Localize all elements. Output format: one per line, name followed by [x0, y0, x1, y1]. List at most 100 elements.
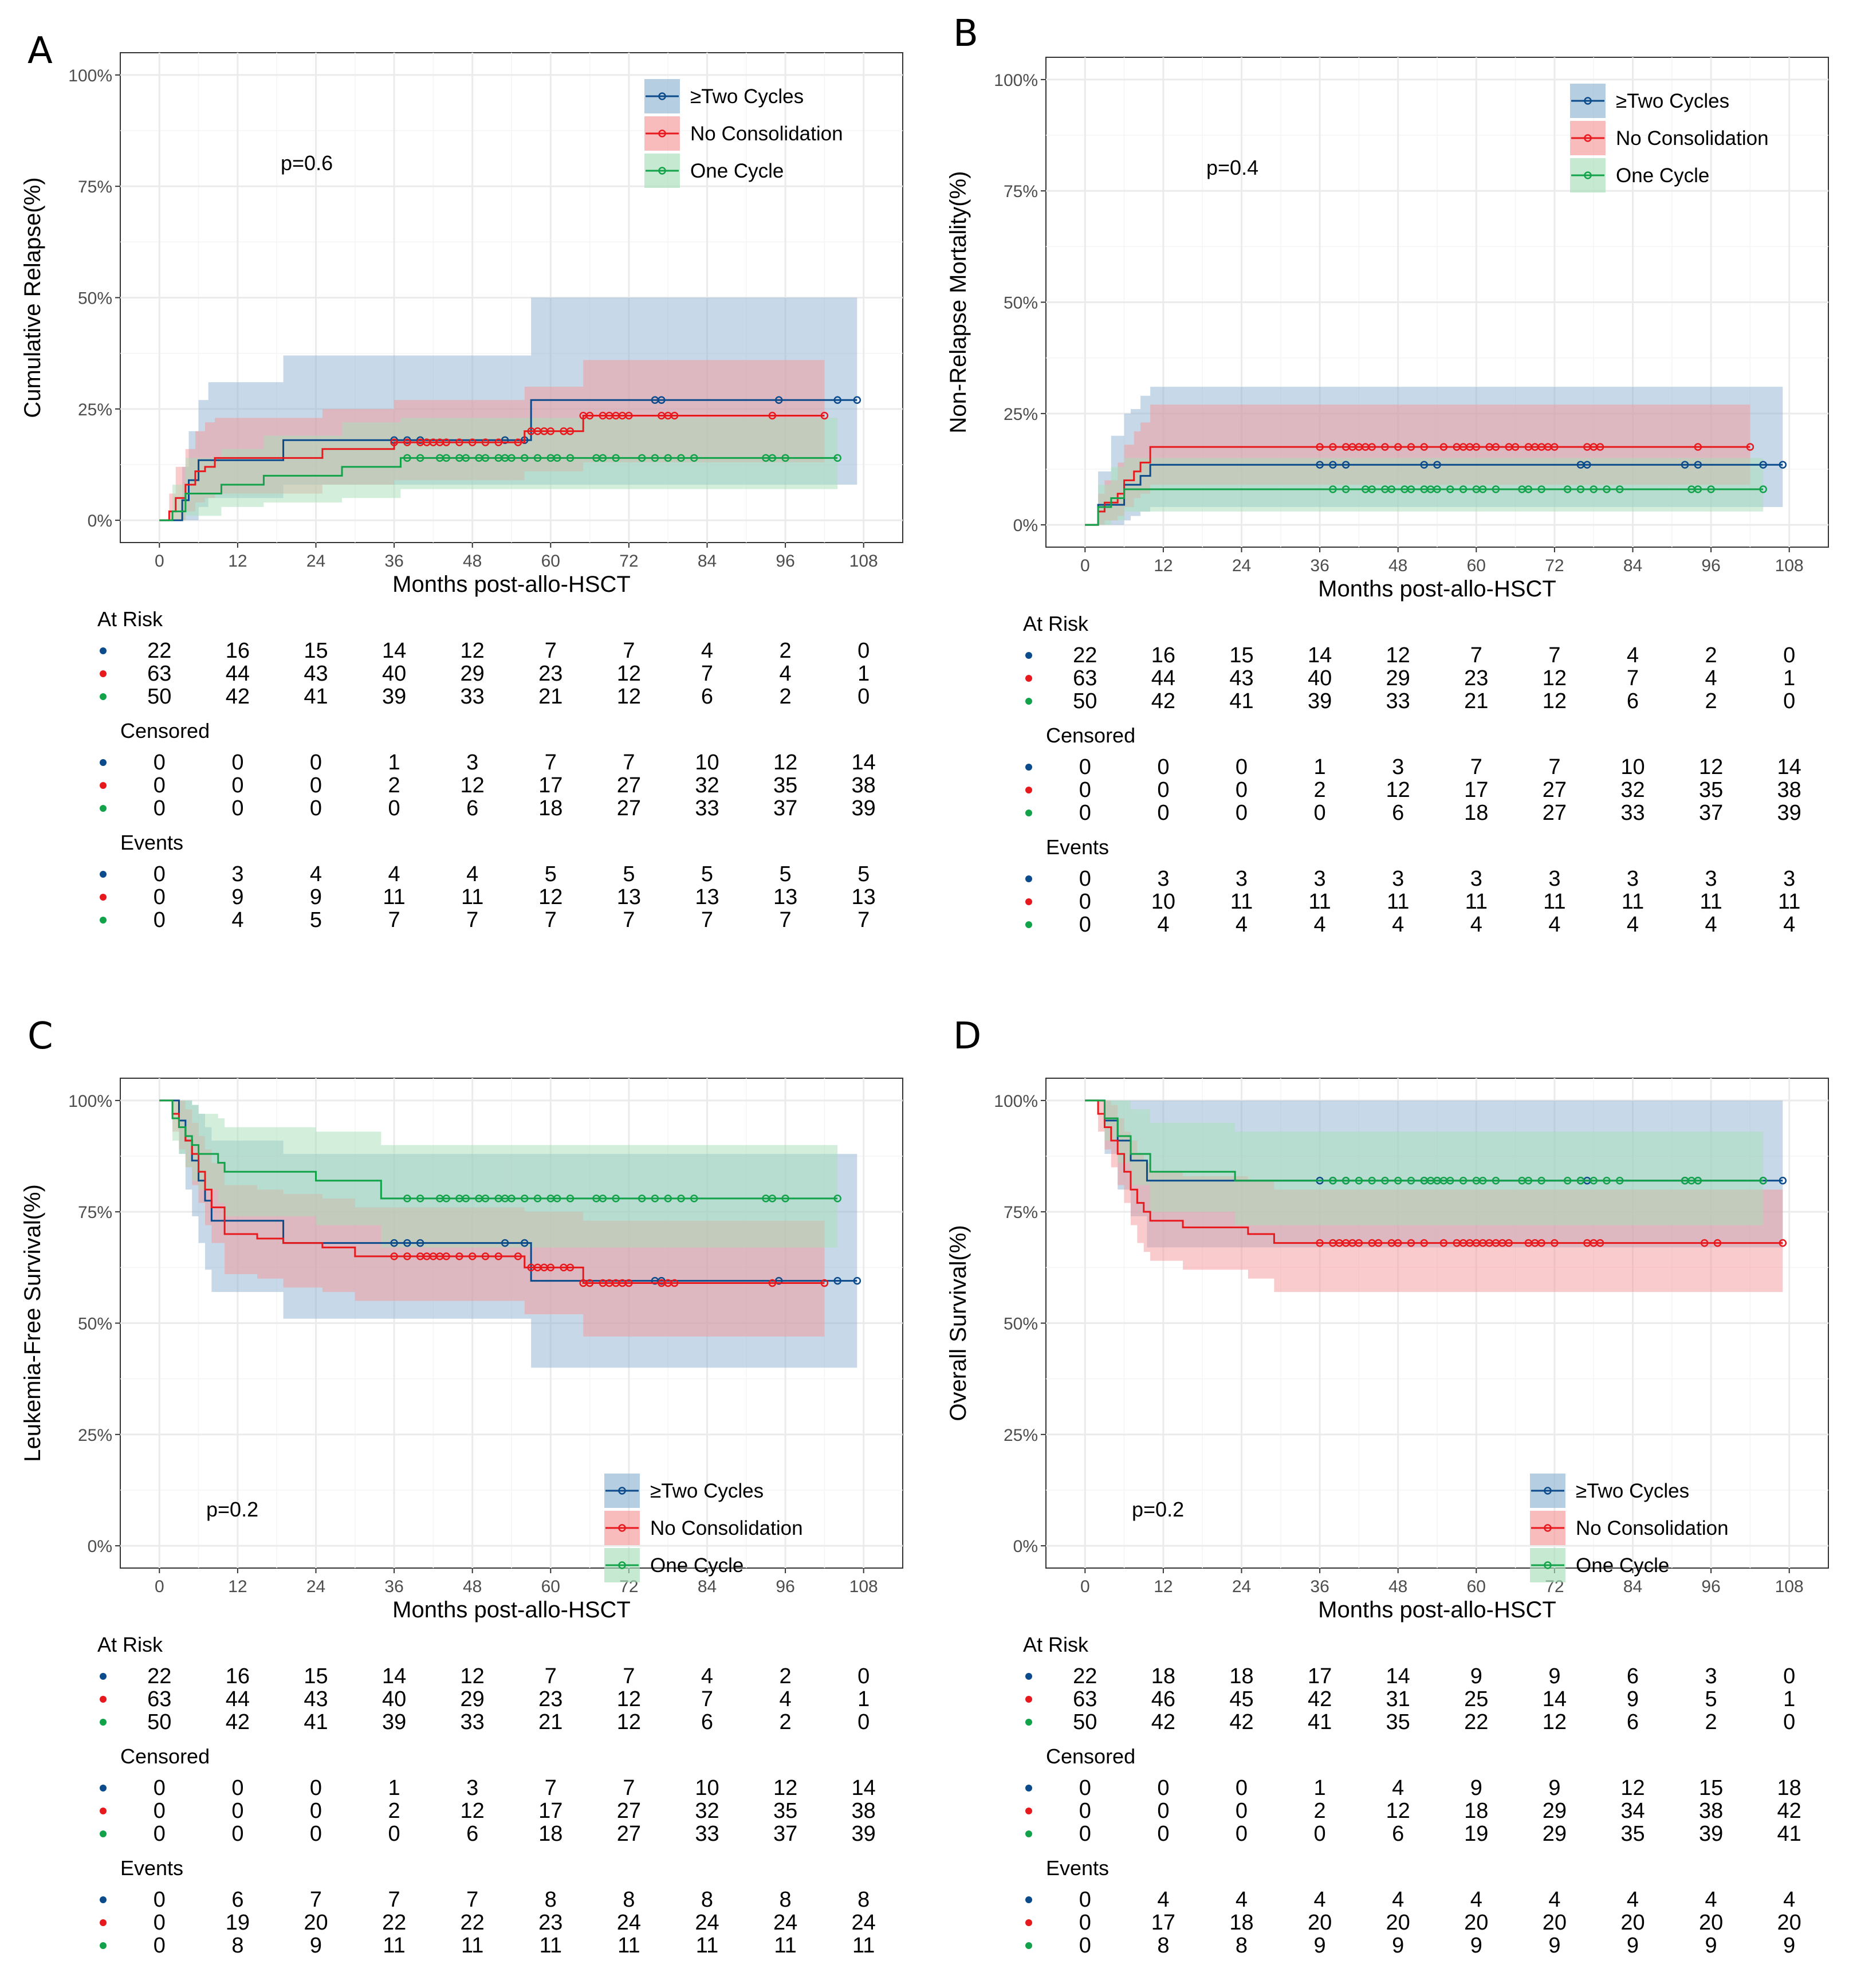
table-value: 0 — [154, 908, 166, 932]
x-tick-label: 36 — [1310, 1577, 1329, 1596]
table-value: 3 — [1392, 867, 1404, 891]
table-value: 32 — [1620, 778, 1645, 802]
censor-mark — [1779, 1239, 1787, 1247]
x-tick-label: 108 — [849, 1577, 878, 1596]
table-value: 22 — [1073, 643, 1097, 667]
censor-mark — [1746, 443, 1754, 451]
table-value: 63 — [1073, 666, 1097, 690]
table-dot-two-cycles — [1025, 1785, 1032, 1791]
censor-mark — [462, 1195, 470, 1203]
x-tick-label: 48 — [1388, 556, 1407, 575]
table-value: 42 — [1151, 1710, 1175, 1734]
x-tick-label: 84 — [698, 1577, 717, 1596]
table-value: 39 — [852, 1822, 876, 1846]
x-tick-label: 36 — [1310, 556, 1329, 575]
table-value: 29 — [461, 1687, 485, 1711]
table-dot-one-cycle — [1025, 1830, 1032, 1837]
censor-mark — [514, 438, 522, 446]
table-dot-no-consolidation — [100, 1808, 107, 1814]
table-value: 0 — [1079, 913, 1091, 937]
table-value: 0 — [1236, 778, 1248, 802]
censor-mark — [508, 454, 516, 462]
table-value: 1 — [388, 751, 400, 775]
table-value: 0 — [310, 1799, 322, 1823]
censor-mark — [1700, 1239, 1709, 1247]
censor-mark — [553, 1195, 561, 1203]
table-value: 11 — [1622, 890, 1644, 914]
table-value: 7 — [623, 908, 635, 932]
table-value: 3 — [466, 1776, 478, 1800]
table-value: 9 — [1548, 1934, 1560, 1958]
censor-mark — [481, 1195, 490, 1203]
table-value: 12 — [617, 685, 641, 709]
censor-mark — [1439, 1239, 1448, 1247]
table-value: 42 — [226, 1710, 250, 1734]
ci-band-one-cycle — [159, 418, 838, 521]
censor-mark — [670, 1279, 679, 1287]
table-value: 0 — [310, 751, 322, 775]
censor-mark — [1492, 485, 1500, 493]
table-value: 7 — [545, 1664, 557, 1688]
table-dot-two-cycles — [1025, 764, 1032, 771]
table-value: 23 — [538, 662, 562, 686]
table-value: 25 — [1464, 1687, 1488, 1711]
table-title: Events — [1046, 835, 1109, 859]
table-value: 6 — [1627, 1710, 1639, 1734]
table-value: 44 — [226, 1687, 250, 1711]
table-value: 4 — [701, 639, 713, 663]
table-value: 38 — [1777, 778, 1801, 802]
censor-mark — [442, 454, 450, 462]
y-axis-title: Non-Relapse Mortality(%) — [946, 171, 971, 434]
table-dot-no-consolidation — [1025, 898, 1032, 905]
table-dot-one-cycle — [100, 1830, 107, 1837]
x-tick-label: 84 — [1623, 1577, 1642, 1596]
censor-mark — [1368, 1177, 1376, 1185]
table-value: 7 — [623, 751, 635, 775]
legend-label: No Consolidation — [690, 123, 843, 145]
legend-marker — [1584, 134, 1592, 142]
table-value: 17 — [1464, 778, 1488, 802]
censor-mark — [1341, 485, 1350, 493]
table-dot-two-cycles — [1025, 875, 1032, 882]
censor-mark — [468, 438, 477, 446]
y-tick-label: 25% — [78, 1426, 112, 1445]
censor-mark — [1394, 1239, 1402, 1247]
table-value: 27 — [617, 1822, 641, 1846]
x-tick-label: 96 — [1701, 556, 1720, 575]
table-value: 1 — [857, 662, 870, 686]
censor-mark — [1492, 443, 1500, 451]
table-dot-one-cycle — [1025, 810, 1032, 816]
table-value: 12 — [1386, 643, 1410, 667]
censor-mark — [1511, 443, 1520, 451]
legend-label: No Consolidation — [1616, 127, 1769, 150]
table-value: 0 — [1079, 1911, 1091, 1935]
censor-mark — [1407, 1239, 1415, 1247]
table-value: 50 — [1073, 689, 1097, 713]
table-value: 40 — [382, 1687, 406, 1711]
censor-mark — [612, 1195, 620, 1203]
censor-mark — [390, 438, 398, 446]
censor-mark — [1590, 1177, 1598, 1185]
table-value: 8 — [1157, 1934, 1169, 1958]
censor-mark — [1420, 1239, 1428, 1247]
x-axis-title: Months post-allo-HSCT — [1318, 576, 1556, 602]
x-axis-title: Months post-allo-HSCT — [392, 1597, 631, 1622]
x-tick-label: 12 — [1154, 556, 1173, 575]
table-value: 0 — [388, 796, 400, 820]
table-value: 11 — [1543, 890, 1565, 914]
table-value: 10 — [1151, 890, 1175, 914]
x-tick-label: 60 — [1467, 1577, 1486, 1596]
table-value: 39 — [1777, 801, 1801, 825]
table-dot-one-cycle — [1025, 698, 1032, 705]
table-value: 0 — [1236, 801, 1248, 825]
censor-mark — [820, 1279, 829, 1287]
censor-mark — [1615, 1177, 1624, 1185]
censor-mark — [1316, 443, 1324, 451]
table-value: 4 — [1392, 1888, 1404, 1912]
table-value: 19 — [1464, 1822, 1488, 1846]
censor-mark — [403, 438, 411, 446]
table-value: 27 — [617, 1799, 641, 1823]
censor-mark — [533, 454, 542, 462]
table-value: 11 — [461, 885, 483, 909]
